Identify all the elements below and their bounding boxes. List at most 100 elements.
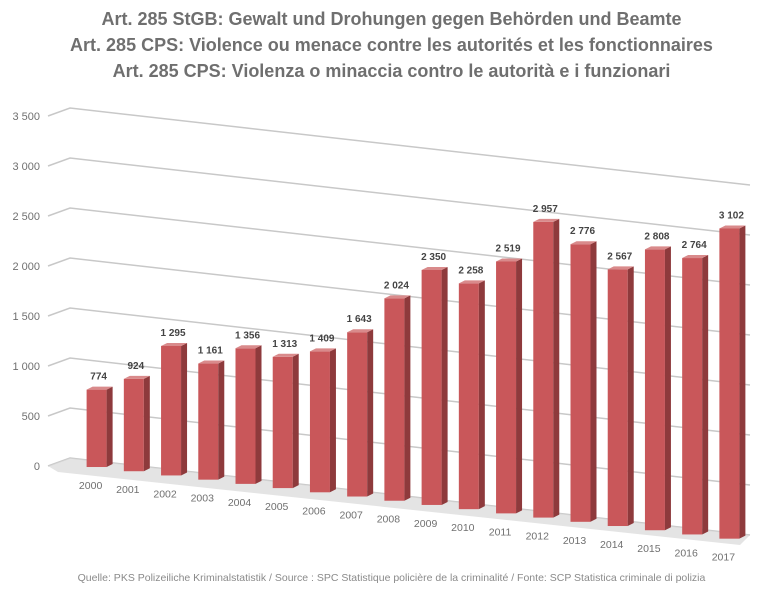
chart-floor <box>48 458 750 545</box>
bar-front <box>309 351 330 493</box>
bar-top <box>533 218 560 222</box>
y-tick-label: 2 500 <box>12 211 40 223</box>
bar-front <box>384 298 405 501</box>
bar-front <box>123 378 144 472</box>
bar-top <box>644 246 671 250</box>
bar-side <box>367 329 374 497</box>
bar-top <box>161 342 188 346</box>
value-label: 3 102 <box>719 210 744 221</box>
chart-title-fr: Art. 285 CPS: Violence ou menace contre … <box>70 35 713 55</box>
y-tick-label: 1 000 <box>12 361 40 373</box>
x-tick-label: 2009 <box>414 518 438 530</box>
gridline <box>47 157 751 236</box>
floor <box>48 458 750 545</box>
value-label: 1 409 <box>309 333 334 344</box>
value-label: 2 350 <box>421 252 446 263</box>
x-tick-label: 2013 <box>563 535 587 547</box>
value-label: 1 313 <box>272 339 297 350</box>
y-axis-labels: 0 500 1 000 1 500 2 000 2 500 3 000 3 500 <box>12 111 40 473</box>
y-tick-label: 2 000 <box>12 261 40 273</box>
bar-top <box>496 258 523 262</box>
bar-front <box>235 348 256 484</box>
bar-side <box>218 360 225 480</box>
bar-front <box>607 269 628 527</box>
x-tick-label: 2012 <box>526 531 550 543</box>
bar-front <box>421 269 442 505</box>
value-label: 2 957 <box>533 204 558 215</box>
value-label: 2 258 <box>458 265 483 276</box>
value-label: 924 <box>127 361 144 372</box>
bars <box>86 218 746 539</box>
bar-top <box>272 353 299 357</box>
bar-front <box>682 258 703 535</box>
y-tick-label: 3 000 <box>12 161 40 173</box>
x-tick-label: 2006 <box>302 505 326 517</box>
x-tick-label: 2015 <box>637 543 661 555</box>
x-tick-label: 2005 <box>265 501 289 513</box>
chart-title-de: Art. 285 StGB: Gewalt und Drohungen gege… <box>101 9 682 29</box>
gridline <box>47 207 751 286</box>
bar-side <box>143 375 150 472</box>
source-note: Quelle: PKS Polizeiliche Kriminalstatist… <box>77 572 706 584</box>
bar-top <box>719 225 746 229</box>
gridline <box>47 357 751 436</box>
value-label: 1 643 <box>347 314 372 325</box>
bar-top <box>86 386 113 390</box>
y-tick-label: 1 500 <box>12 311 40 323</box>
bar-side <box>106 386 113 468</box>
y-tick-label: 0 <box>34 461 40 473</box>
value-label: 1 295 <box>161 328 186 339</box>
bar-top <box>309 348 336 352</box>
value-label: 2 764 <box>682 240 707 251</box>
x-tick-label: 2010 <box>451 522 475 534</box>
bar-side <box>255 345 262 484</box>
x-tick-label: 2016 <box>674 547 698 559</box>
bar-front <box>570 244 591 522</box>
bar-side <box>292 353 299 489</box>
bar-top <box>570 241 597 245</box>
bar-side <box>590 241 597 522</box>
x-tick-label: 2017 <box>712 552 736 564</box>
x-tick-label: 2011 <box>489 526 512 538</box>
bar-front <box>272 356 293 489</box>
y-tick-label: 3 500 <box>12 111 40 123</box>
gridline <box>47 107 751 186</box>
bar-top <box>384 295 411 299</box>
bar-side <box>478 280 485 510</box>
bar-side <box>739 225 746 539</box>
value-label: 2 776 <box>570 226 595 237</box>
bar-top <box>235 345 262 349</box>
bar-side <box>664 246 671 531</box>
bar-side <box>329 348 336 493</box>
bar-front <box>496 261 517 514</box>
value-label: 774 <box>90 372 107 383</box>
x-tick-label: 2002 <box>153 488 177 500</box>
bar-side <box>181 342 188 476</box>
bar-front <box>644 249 665 531</box>
gridline <box>47 257 751 336</box>
chart-title-it: Art. 285 CPS: Violenza o minaccia contro… <box>112 61 671 81</box>
value-label: 2 519 <box>496 243 521 254</box>
value-labels: 774 924 1 295 1 161 1 356 1 313 1 409 1 643 2 02… <box>90 204 744 383</box>
x-tick-label: 2007 <box>339 510 363 522</box>
bar-side <box>441 266 448 505</box>
bar-side <box>702 255 709 535</box>
bar-top <box>421 266 448 270</box>
value-label: 2 808 <box>644 231 669 242</box>
x-tick-label: 2014 <box>600 539 624 551</box>
bar-top <box>123 375 150 379</box>
bar-front <box>458 283 479 510</box>
value-label: 1 356 <box>235 330 260 341</box>
bar-top <box>682 255 709 259</box>
x-tick-label: 2001 <box>116 484 140 496</box>
bar-top <box>198 360 225 364</box>
x-tick-label: 2004 <box>228 497 252 509</box>
bar-front <box>347 332 368 497</box>
bar-top <box>607 266 634 270</box>
bar-top <box>347 329 374 333</box>
y-tick-label: 500 <box>22 411 40 423</box>
bar-side <box>553 218 560 518</box>
bar-front <box>161 345 182 476</box>
bar-side <box>627 266 634 527</box>
